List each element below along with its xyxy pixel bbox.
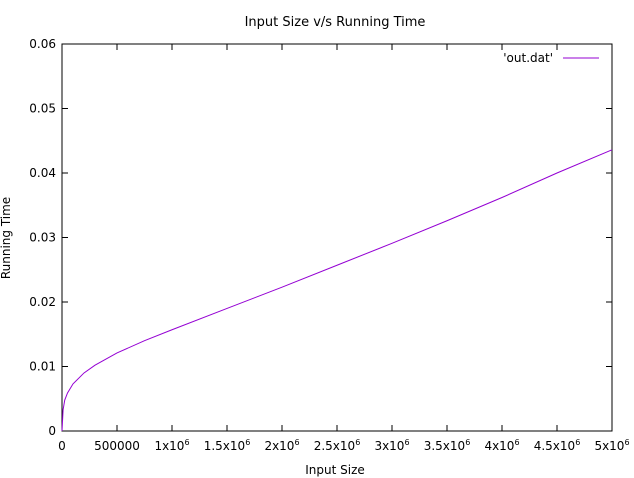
x-tick-label-base: 4.5x10: [534, 439, 575, 453]
x-tick-label-exponent: 6: [355, 438, 360, 447]
x-axis-label: Input Size: [305, 463, 365, 477]
y-tick-label: 0.06: [29, 37, 56, 51]
x-tick-label-base: 3.5x10: [424, 439, 465, 453]
x-tick-label-exponent: 6: [514, 438, 519, 447]
y-tick-label: 0.02: [29, 295, 56, 309]
legend-label: 'out.dat': [503, 51, 553, 65]
x-tick-label-exponent: 6: [624, 438, 629, 447]
series-line: [61, 149, 613, 432]
x-tick-label: 3x106: [374, 438, 409, 453]
x-tick-label-base: 3x10: [374, 439, 404, 453]
x-tick-label: 2.5x106: [314, 438, 361, 453]
x-tick-label-base: 1.5x10: [204, 439, 245, 453]
plot-frame: [61, 43, 613, 432]
x-tick-label: 1.5x106: [204, 438, 251, 453]
x-tick-label-base: 5x10: [594, 439, 624, 453]
x-tick-label: 4x106: [484, 438, 519, 453]
x-tick-label-base: 4x10: [484, 439, 514, 453]
x-tick-label: 0: [58, 439, 66, 453]
chart-title: Input Size v/s Running Time: [245, 15, 426, 30]
x-tick-label: 5x106: [594, 438, 629, 453]
x-tick-label: 500000: [94, 439, 140, 453]
x-tick-label-exponent: 6: [575, 438, 580, 447]
x-tick-label-exponent: 6: [465, 438, 470, 447]
x-tick-label: 4.5x106: [534, 438, 581, 453]
x-tick-label-base: 2x10: [264, 439, 294, 453]
x-tick-label-base: 1x10: [154, 439, 184, 453]
x-axis: 0 500000 1x106 1.5x106 2x106 2.5x106 3x106 3.5x…: [58, 44, 630, 453]
y-axis-label: Running Time: [0, 197, 13, 279]
y-tick-label: 0.03: [29, 231, 56, 245]
x-tick-label-base: 2.5x10: [314, 439, 355, 453]
y-tick-label: 0: [48, 424, 56, 438]
x-tick-label-exponent: 6: [294, 438, 299, 447]
x-tick-label-exponent: 6: [404, 438, 409, 447]
x-tick-label-base: 500000: [94, 439, 140, 453]
x-tick-label: 2x106: [264, 438, 299, 453]
x-tick-label-exponent: 6: [245, 438, 250, 447]
x-tick-label: 3.5x106: [424, 438, 471, 453]
x-tick-label-base: 0: [58, 439, 66, 453]
y-tick-label: 0.01: [29, 360, 56, 374]
x-tick-label-exponent: 6: [184, 438, 189, 447]
y-tick-label: 0.05: [29, 102, 56, 116]
x-tick-label: 1x106: [154, 438, 189, 453]
y-axis: 0 0.01 0.02 0.03 0.04 0.05 0.06: [29, 37, 612, 438]
y-tick-label: 0.04: [29, 166, 56, 180]
legend: 'out.dat': [503, 51, 599, 65]
